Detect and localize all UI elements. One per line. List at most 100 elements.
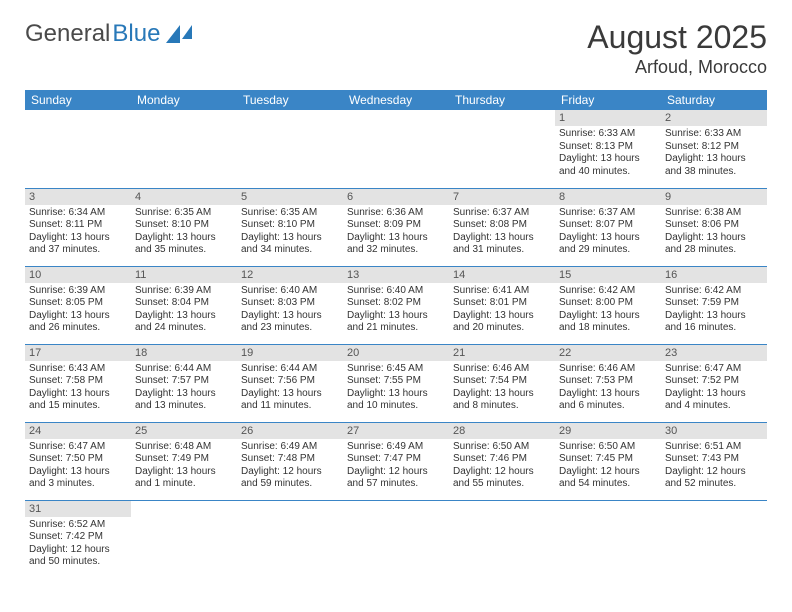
- sunrise-line: Sunrise: 6:50 AM: [559, 441, 657, 454]
- day-content: Sunrise: 6:44 AMSunset: 7:56 PMDaylight:…: [237, 361, 343, 415]
- day-content: Sunrise: 6:36 AMSunset: 8:09 PMDaylight:…: [343, 205, 449, 259]
- calendar-cell: 8Sunrise: 6:37 AMSunset: 8:07 PMDaylight…: [555, 188, 661, 266]
- sunrise-line: Sunrise: 6:42 AM: [665, 285, 763, 298]
- day-content: Sunrise: 6:41 AMSunset: 8:01 PMDaylight:…: [449, 283, 555, 337]
- sunset-line: Sunset: 8:01 PM: [453, 297, 551, 310]
- sunset-line: Sunset: 7:53 PM: [559, 375, 657, 388]
- sunrise-line: Sunrise: 6:49 AM: [347, 441, 445, 454]
- calendar-cell: 7Sunrise: 6:37 AMSunset: 8:08 PMDaylight…: [449, 188, 555, 266]
- sunrise-line: Sunrise: 6:47 AM: [29, 441, 127, 454]
- calendar-cell: 21Sunrise: 6:46 AMSunset: 7:54 PMDayligh…: [449, 344, 555, 422]
- sunset-line: Sunset: 7:57 PM: [135, 375, 233, 388]
- sunrise-line: Sunrise: 6:44 AM: [241, 363, 339, 376]
- sunrise-line: Sunrise: 6:52 AM: [29, 519, 127, 532]
- sunset-line: Sunset: 8:00 PM: [559, 297, 657, 310]
- calendar-cell: 23Sunrise: 6:47 AMSunset: 7:52 PMDayligh…: [661, 344, 767, 422]
- day-number: 29: [555, 423, 661, 439]
- day-number: 25: [131, 423, 237, 439]
- day-number: 20: [343, 345, 449, 361]
- day-content: Sunrise: 6:52 AMSunset: 7:42 PMDaylight:…: [25, 517, 131, 571]
- day-number: 1: [555, 110, 661, 126]
- day-number: 3: [25, 189, 131, 205]
- page-header: GeneralBlue August 2025 Arfoud, Morocco: [25, 20, 767, 78]
- sunrise-line: Sunrise: 6:39 AM: [135, 285, 233, 298]
- sunrise-line: Sunrise: 6:47 AM: [665, 363, 763, 376]
- day-content: Sunrise: 6:37 AMSunset: 8:07 PMDaylight:…: [555, 205, 661, 259]
- sunset-line: Sunset: 8:03 PM: [241, 297, 339, 310]
- day-content: Sunrise: 6:42 AMSunset: 8:00 PMDaylight:…: [555, 283, 661, 337]
- daylight-line: Daylight: 13 hours and 6 minutes.: [559, 388, 657, 413]
- sunrise-line: Sunrise: 6:33 AM: [665, 128, 763, 141]
- calendar-cell: [131, 110, 237, 188]
- day-number: 10: [25, 267, 131, 283]
- daylight-line: Daylight: 12 hours and 59 minutes.: [241, 466, 339, 491]
- sunset-line: Sunset: 7:58 PM: [29, 375, 127, 388]
- daylight-line: Daylight: 13 hours and 29 minutes.: [559, 232, 657, 257]
- calendar-cell: 26Sunrise: 6:49 AMSunset: 7:48 PMDayligh…: [237, 422, 343, 500]
- calendar-body: 1Sunrise: 6:33 AMSunset: 8:13 PMDaylight…: [25, 110, 767, 578]
- calendar-cell: 25Sunrise: 6:48 AMSunset: 7:49 PMDayligh…: [131, 422, 237, 500]
- daylight-line: Daylight: 13 hours and 35 minutes.: [135, 232, 233, 257]
- weekday-header: Sunday: [25, 90, 131, 110]
- calendar-cell: 12Sunrise: 6:40 AMSunset: 8:03 PMDayligh…: [237, 266, 343, 344]
- sunset-line: Sunset: 8:08 PM: [453, 219, 551, 232]
- sunrise-line: Sunrise: 6:40 AM: [347, 285, 445, 298]
- weekday-header: Wednesday: [343, 90, 449, 110]
- day-number: 2: [661, 110, 767, 126]
- daylight-line: Daylight: 13 hours and 15 minutes.: [29, 388, 127, 413]
- day-number: 28: [449, 423, 555, 439]
- sunset-line: Sunset: 7:48 PM: [241, 453, 339, 466]
- sunset-line: Sunset: 7:59 PM: [665, 297, 763, 310]
- day-content: Sunrise: 6:46 AMSunset: 7:54 PMDaylight:…: [449, 361, 555, 415]
- sunrise-line: Sunrise: 6:35 AM: [135, 207, 233, 220]
- day-content: Sunrise: 6:39 AMSunset: 8:05 PMDaylight:…: [25, 283, 131, 337]
- sunset-line: Sunset: 8:09 PM: [347, 219, 445, 232]
- calendar-cell: 17Sunrise: 6:43 AMSunset: 7:58 PMDayligh…: [25, 344, 131, 422]
- daylight-line: Daylight: 13 hours and 21 minutes.: [347, 310, 445, 335]
- daylight-line: Daylight: 13 hours and 24 minutes.: [135, 310, 233, 335]
- title-month: August 2025: [587, 20, 767, 55]
- calendar-cell: 2Sunrise: 6:33 AMSunset: 8:12 PMDaylight…: [661, 110, 767, 188]
- calendar-page: GeneralBlue August 2025 Arfoud, Morocco …: [0, 0, 792, 598]
- sunset-line: Sunset: 8:04 PM: [135, 297, 233, 310]
- sunrise-line: Sunrise: 6:35 AM: [241, 207, 339, 220]
- day-content: Sunrise: 6:43 AMSunset: 7:58 PMDaylight:…: [25, 361, 131, 415]
- sail-icon: [166, 25, 180, 43]
- sunrise-line: Sunrise: 6:33 AM: [559, 128, 657, 141]
- sunset-line: Sunset: 8:11 PM: [29, 219, 127, 232]
- day-number: 22: [555, 345, 661, 361]
- calendar-cell: 19Sunrise: 6:44 AMSunset: 7:56 PMDayligh…: [237, 344, 343, 422]
- daylight-line: Daylight: 12 hours and 55 minutes.: [453, 466, 551, 491]
- daylight-line: Daylight: 13 hours and 20 minutes.: [453, 310, 551, 335]
- calendar-cell: 5Sunrise: 6:35 AMSunset: 8:10 PMDaylight…: [237, 188, 343, 266]
- sunrise-line: Sunrise: 6:36 AM: [347, 207, 445, 220]
- day-number: 26: [237, 423, 343, 439]
- day-content: Sunrise: 6:33 AMSunset: 8:12 PMDaylight:…: [661, 126, 767, 180]
- daylight-line: Daylight: 13 hours and 13 minutes.: [135, 388, 233, 413]
- sunset-line: Sunset: 7:43 PM: [665, 453, 763, 466]
- day-content: Sunrise: 6:40 AMSunset: 8:02 PMDaylight:…: [343, 283, 449, 337]
- calendar-cell: [343, 500, 449, 578]
- daylight-line: Daylight: 13 hours and 23 minutes.: [241, 310, 339, 335]
- daylight-line: Daylight: 13 hours and 4 minutes.: [665, 388, 763, 413]
- day-content: Sunrise: 6:48 AMSunset: 7:49 PMDaylight:…: [131, 439, 237, 493]
- calendar-cell: 29Sunrise: 6:50 AMSunset: 7:45 PMDayligh…: [555, 422, 661, 500]
- day-content: Sunrise: 6:47 AMSunset: 7:52 PMDaylight:…: [661, 361, 767, 415]
- sunset-line: Sunset: 7:50 PM: [29, 453, 127, 466]
- sunset-line: Sunset: 7:46 PM: [453, 453, 551, 466]
- calendar-cell: 11Sunrise: 6:39 AMSunset: 8:04 PMDayligh…: [131, 266, 237, 344]
- sunrise-line: Sunrise: 6:51 AM: [665, 441, 763, 454]
- calendar-cell: [25, 110, 131, 188]
- weekday-header: Thursday: [449, 90, 555, 110]
- daylight-line: Daylight: 13 hours and 16 minutes.: [665, 310, 763, 335]
- day-content: Sunrise: 6:33 AMSunset: 8:13 PMDaylight:…: [555, 126, 661, 180]
- daylight-line: Daylight: 12 hours and 52 minutes.: [665, 466, 763, 491]
- title-block: August 2025 Arfoud, Morocco: [587, 20, 767, 78]
- day-content: Sunrise: 6:49 AMSunset: 7:48 PMDaylight:…: [237, 439, 343, 493]
- weekday-header: Monday: [131, 90, 237, 110]
- day-number: 6: [343, 189, 449, 205]
- calendar-cell: 1Sunrise: 6:33 AMSunset: 8:13 PMDaylight…: [555, 110, 661, 188]
- calendar-cell: 31Sunrise: 6:52 AMSunset: 7:42 PMDayligh…: [25, 500, 131, 578]
- day-number: 15: [555, 267, 661, 283]
- sunrise-line: Sunrise: 6:49 AM: [241, 441, 339, 454]
